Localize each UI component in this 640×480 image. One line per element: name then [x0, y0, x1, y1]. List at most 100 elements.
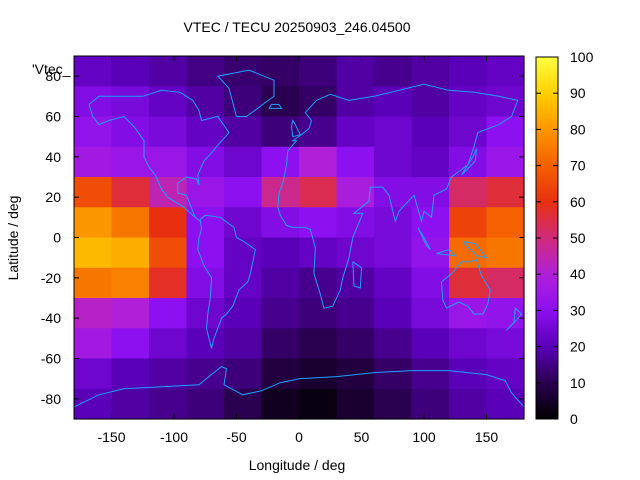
- heatmap-cell: [299, 267, 338, 299]
- coastline-segment: [73, 366, 525, 408]
- coastlines: [73, 69, 525, 408]
- heatmap-cell: [186, 56, 225, 87]
- heatmap-cell: [74, 298, 113, 329]
- heatmap-cell: [299, 388, 338, 420]
- heatmap-cell: [74, 328, 113, 360]
- heatmap-cell: [149, 146, 188, 178]
- heatmap-cell: [261, 267, 300, 299]
- heatmap-cell: [374, 358, 413, 390]
- coastline-segment: [277, 83, 519, 309]
- heatmap-cell: [411, 177, 450, 208]
- heatmap-cell: [111, 86, 150, 118]
- heatmap-cell: [74, 237, 113, 269]
- colorbar-tick-label: 80: [570, 121, 586, 137]
- heatmap-cell: [74, 146, 113, 178]
- heatmap-cell: [336, 86, 375, 118]
- heatmap-cell: [486, 237, 525, 269]
- coastline-segment: [197, 214, 256, 349]
- heatmap-cell: [224, 86, 263, 118]
- heatmap-cell: [411, 298, 450, 329]
- heatmap-cell: [411, 207, 450, 239]
- y-tick-label: 60: [45, 109, 61, 125]
- heatmap-cell: [374, 177, 413, 208]
- heatmap-cell: [149, 298, 188, 329]
- heatmap-cell: [299, 298, 338, 329]
- heatmap-cell: [149, 177, 188, 208]
- heatmap-cell: [261, 298, 300, 329]
- heatmap-cell: [149, 237, 188, 269]
- heatmap-cell: [374, 328, 413, 360]
- heatmap-cell: [374, 56, 413, 87]
- heatmap-cell: [449, 328, 488, 360]
- heatmap-cell: [374, 116, 413, 148]
- heatmap-cell: [336, 328, 375, 360]
- heatmap-cell: [449, 388, 488, 420]
- heatmap-cell: [261, 207, 300, 239]
- heatmap-cell: [111, 207, 150, 239]
- heatmap-cell: [111, 388, 150, 420]
- heatmap-cell: [299, 358, 338, 390]
- heatmap-cell: [374, 237, 413, 269]
- heatmap-cell: [111, 56, 150, 87]
- heatmap-cell: [299, 177, 338, 208]
- heatmap-cell: [74, 358, 113, 390]
- x-axis-ticks: -150 -100 -50 0 50 100 150: [97, 56, 498, 445]
- heatmap-cell: [111, 328, 150, 360]
- heatmap-cell: [486, 177, 525, 208]
- heatmap-cell: [261, 237, 300, 269]
- heatmap-cell: [261, 328, 300, 360]
- heatmap-cell: [224, 298, 263, 329]
- heatmap-cell: [224, 116, 263, 148]
- colorbar-tick-label: 60: [570, 194, 586, 210]
- heatmap-cell: [224, 177, 263, 208]
- heatmap-cell: [186, 177, 225, 208]
- heatmap-cell: [149, 328, 188, 360]
- heatmap-cell: [336, 298, 375, 329]
- heatmap-cell: [449, 56, 488, 87]
- heatmap-cell: [224, 237, 263, 269]
- heatmap-cell: [111, 358, 150, 390]
- heatmap-cell: [449, 177, 488, 208]
- coastline-segment: [506, 307, 523, 331]
- heatmap-cell: [486, 207, 525, 239]
- heatmap-cell: [449, 207, 488, 239]
- heatmap-cell: [261, 116, 300, 148]
- heatmap-cell: [449, 116, 488, 148]
- heatmap-cell: [411, 56, 450, 87]
- heatmap-cell: [186, 146, 225, 178]
- heatmap-cell: [149, 56, 188, 87]
- heatmap-cell: [336, 56, 375, 87]
- heatmap-cell: [74, 267, 113, 299]
- heatmap-cell: [186, 267, 225, 299]
- heatmap-cell: [374, 267, 413, 299]
- heatmap-cell: [336, 177, 375, 208]
- y-tick-label: 80: [45, 68, 61, 84]
- coastline-segment: [268, 103, 283, 109]
- heatmap-cell: [486, 86, 525, 118]
- heatmap-cell: [261, 388, 300, 420]
- heatmap-cell: [411, 388, 450, 420]
- colorbar-ticks: 0 10 20 30 40 50 60 70 80 90 100: [536, 49, 594, 427]
- heatmap-cells: [74, 56, 525, 420]
- heatmap-cell: [224, 207, 263, 239]
- colorbar-tick-label: 20: [570, 339, 586, 355]
- coastline-segment: [88, 89, 230, 222]
- heatmap-cell: [449, 267, 488, 299]
- heatmap-cell: [299, 207, 338, 239]
- y-tick-label: -80: [41, 391, 61, 407]
- heatmap-cell: [411, 358, 450, 390]
- colorbar-tick-label: 90: [570, 85, 586, 101]
- heatmap-cell: [261, 177, 300, 208]
- heatmap-cell: [486, 116, 525, 148]
- y-tick-label: 0: [53, 230, 61, 246]
- x-tick-label: 50: [354, 429, 370, 445]
- heatmap-cell: [299, 56, 338, 87]
- heatmap-cell: [486, 56, 525, 87]
- heatmap-cell: [411, 267, 450, 299]
- heatmap-cell: [261, 56, 300, 87]
- colorbar-tick-label: 0: [570, 411, 578, 427]
- heatmap-cell: [74, 56, 113, 87]
- heatmap-cell: [261, 358, 300, 390]
- heatmap-cell: [374, 388, 413, 420]
- heatmap-cell: [411, 237, 450, 269]
